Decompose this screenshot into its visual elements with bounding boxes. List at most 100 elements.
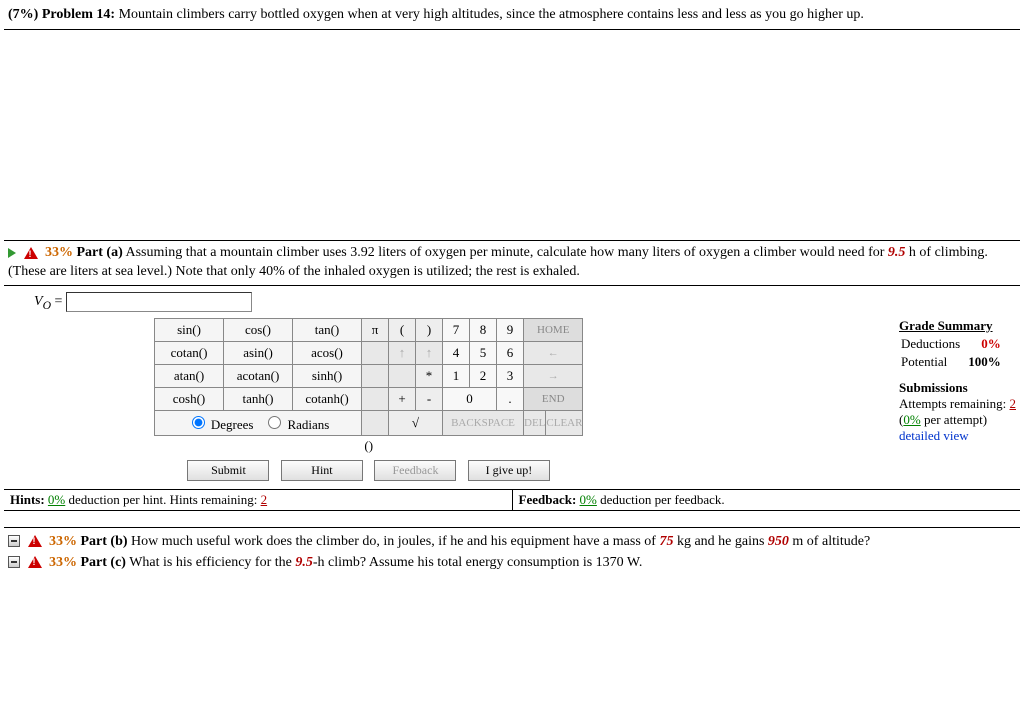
part-b-t2: kg and he gains [673, 534, 767, 549]
key-star[interactable]: * [416, 364, 443, 387]
key-pi[interactable]: π [362, 318, 389, 341]
key-del[interactable]: DEL [524, 410, 546, 435]
key-2[interactable]: 2 [470, 364, 497, 387]
key-dot[interactable]: . [497, 387, 524, 410]
problem-header: (7%) Problem 14: Mountain climbers carry… [4, 4, 1020, 30]
key-acos[interactable]: acos() [293, 341, 362, 364]
part-b-t3: m of altitude? [789, 534, 870, 549]
detailed-view-link[interactable]: detailed view [899, 428, 969, 443]
submit-button[interactable]: Submit [187, 460, 269, 481]
key-home[interactable]: HOME [524, 318, 583, 341]
key-0[interactable]: 0 [443, 387, 497, 410]
key-up2[interactable]: ↑ [416, 341, 443, 364]
key-end[interactable]: END [524, 387, 583, 410]
part-c-t2: -h climb? Assume his total energy consum… [313, 555, 643, 570]
part-b-e2: 950 [768, 534, 789, 549]
problem-text: Mountain climbers carry bottled oxygen w… [119, 7, 864, 22]
key-7[interactable]: 7 [443, 318, 470, 341]
key-1[interactable]: 1 [443, 364, 470, 387]
part-c-t1: What is his efficiency for the [129, 555, 295, 570]
potential-label: Potential [901, 354, 966, 370]
key-sqrt[interactable]: √ [389, 410, 443, 435]
mode-radians[interactable]: Radians [263, 417, 329, 432]
per-attempt-link[interactable]: 0% [903, 412, 920, 427]
key-backspace[interactable]: BACKSPACE [443, 410, 524, 435]
deductions-label: Deductions [901, 336, 966, 352]
key-blank4 [362, 387, 389, 410]
hints-right: Feedback: 0% deduction per feedback. [512, 490, 1021, 510]
key-8[interactable]: 8 [470, 318, 497, 341]
key-minus[interactable]: - [416, 387, 443, 410]
hints-pct[interactable]: 0% [48, 492, 65, 507]
problem-label: Problem 14: [42, 7, 115, 22]
key-5[interactable]: 5 [470, 341, 497, 364]
hints-left: Hints: 0% deduction per hint. Hints rema… [4, 490, 512, 510]
mode-degrees[interactable]: Degrees [187, 417, 254, 432]
key-4[interactable]: 4 [443, 341, 470, 364]
spacer [4, 30, 1020, 240]
keypad: sin() cos() tan() π ( ) 7 8 9 HOME cotan… [154, 318, 583, 485]
key-sinh[interactable]: sinh() [293, 364, 362, 387]
part-a-percent: 33% [45, 245, 73, 260]
attempts-val: 2 [1010, 396, 1017, 411]
subs-title: Submissions [899, 380, 968, 395]
key-asin[interactable]: asin() [224, 341, 293, 364]
key-3[interactable]: 3 [497, 364, 524, 387]
part-b-t1: How much useful work does the climber do… [131, 534, 659, 549]
key-9[interactable]: 9 [497, 318, 524, 341]
per-attempt-row: (0% per attempt) [899, 412, 1016, 428]
attempts-row: Attempts remaining: 2 [899, 396, 1016, 412]
part-a-block: 33% Part (a) Assuming that a mountain cl… [4, 240, 1020, 286]
hint-button[interactable]: Hint [281, 460, 363, 481]
giveup-button[interactable]: I give up! [468, 460, 550, 481]
potential-val: 100% [968, 354, 1001, 369]
part-c-block: 33% Part (c) What is his efficiency for … [4, 552, 1020, 574]
key-left[interactable]: ← [524, 341, 583, 364]
key-blank5 [362, 410, 389, 435]
key-openparen[interactable]: ( [389, 318, 416, 341]
answer-eq: = [51, 294, 66, 309]
key-sin[interactable]: sin() [155, 318, 224, 341]
warning-icon [24, 247, 38, 259]
collapse-icon[interactable] [8, 556, 20, 568]
answer-row: VO = [4, 286, 1020, 318]
part-c-e: 9.5 [295, 555, 313, 570]
grade-summary: Grade Summary Deductions 0% Potential 10… [899, 318, 1020, 485]
key-blank1 [362, 341, 389, 364]
collapse-icon[interactable] [8, 535, 20, 547]
key-cotan[interactable]: cotan() [155, 341, 224, 364]
key-6[interactable]: 6 [497, 341, 524, 364]
key-tan[interactable]: tan() [293, 318, 362, 341]
key-cos[interactable]: cos() [224, 318, 293, 341]
key-acotan[interactable]: acotan() [224, 364, 293, 387]
feedback-pct[interactable]: 0% [580, 492, 597, 507]
problem-percent: (7%) [8, 7, 38, 22]
key-right[interactable]: → [524, 364, 583, 387]
part-a-text1: Assuming that a mountain climber uses 3.… [126, 245, 888, 260]
key-plus[interactable]: + [389, 387, 416, 410]
key-tanh[interactable]: tanh() [224, 387, 293, 410]
key-blank3 [389, 364, 416, 387]
key-cosh[interactable]: cosh() [155, 387, 224, 410]
part-c-percent: 33% [49, 555, 77, 570]
part-a-label: Part (a) [77, 245, 123, 260]
part-b-e1: 75 [659, 534, 673, 549]
key-up1[interactable]: ↑ [389, 341, 416, 364]
hints-bar: Hints: 0% deduction per hint. Hints rema… [4, 489, 1020, 511]
key-cotanh[interactable]: cotanh() [293, 387, 362, 410]
part-b-label: Part (b) [81, 534, 128, 549]
part-a-emph: 9.5 [888, 245, 906, 260]
answer-var: VO [34, 294, 51, 309]
key-clear[interactable]: CLEAR [546, 410, 583, 435]
paren-display: () [154, 436, 583, 456]
key-closeparen[interactable]: ) [416, 318, 443, 341]
key-atan[interactable]: atan() [155, 364, 224, 387]
part-c-label: Part (c) [81, 555, 126, 570]
answer-input[interactable] [66, 292, 252, 312]
expand-icon[interactable] [8, 248, 16, 258]
feedback-button[interactable]: Feedback [374, 460, 456, 481]
warning-icon [28, 535, 42, 547]
part-b-block: 33% Part (b) How much useful work does t… [4, 527, 1020, 552]
key-blank2 [362, 364, 389, 387]
grade-title: Grade Summary [899, 318, 1016, 334]
